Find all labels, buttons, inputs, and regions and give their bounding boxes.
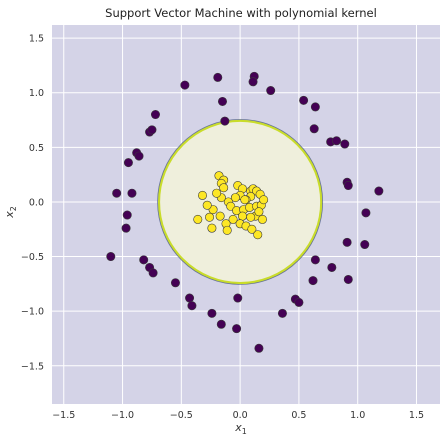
data-point-class-0 [220,116,230,126]
data-point-class-0 [207,308,217,318]
data-point-class-1 [237,211,247,221]
x-tick-label: 1.5 [409,410,424,421]
data-point-class-0 [232,324,242,334]
data-point-class-0 [343,181,353,191]
x-tick-label: −1.0 [111,410,134,421]
data-point-class-0 [106,252,116,262]
data-point-class-1 [246,212,256,222]
data-point-class-0 [342,237,352,247]
data-point-class-1 [240,195,250,205]
decision-region-inner [158,120,322,284]
y-tick-label: −1.0 [21,307,44,318]
data-point-class-1 [253,230,263,240]
y-axis-ticks: −1.5 −1.0 −0.5 0.0 0.5 1.0 1.5 [21,34,44,373]
data-point-class-0 [122,210,132,220]
data-point-class-0 [309,124,319,134]
data-point-class-1 [247,224,257,234]
data-point-class-0 [147,125,157,135]
data-point-class-0 [187,301,197,311]
x-tick-label: 0.5 [291,410,306,421]
data-point-class-0 [170,278,180,288]
data-point-class-0 [360,240,370,250]
x-axis-label-subscript: 1 [242,427,247,436]
y-tick-label: −1.5 [21,361,44,372]
data-point-class-0 [266,86,276,96]
y-axis-label-base: x [3,211,16,219]
y-tick-label: 0.5 [29,143,44,154]
data-point-class-1 [193,214,203,224]
x-tick-label: −1.5 [52,410,75,421]
data-point-class-0 [134,151,144,161]
data-point-class-1 [219,183,229,193]
data-point-class-0 [216,319,226,329]
data-point-class-0 [185,293,195,303]
data-point-class-0 [112,188,122,198]
data-point-class-1 [197,190,207,200]
data-point-class-1 [202,200,212,210]
data-point-class-0 [148,268,158,278]
data-point-class-0 [121,223,131,233]
data-point-class-1 [254,207,264,217]
x-tick-label: −0.5 [170,410,193,421]
data-point-class-0 [374,186,384,196]
plot-area [52,25,440,404]
data-point-class-1 [257,214,267,224]
data-point-class-0 [139,255,149,265]
decision-boundary-outline [157,119,324,285]
data-point-class-1 [207,223,217,233]
data-point-class-1 [259,195,269,205]
data-point-class-0 [180,80,190,90]
data-point-class-0 [277,308,287,318]
data-points [106,71,384,353]
y-tick-label: 1.0 [29,88,44,99]
data-point-class-0 [361,208,371,218]
data-point-class-0 [332,136,342,146]
data-point-class-0 [150,110,160,120]
data-point-class-1 [222,225,232,235]
data-point-class-0 [254,343,264,353]
data-point-class-1 [212,188,222,198]
data-point-class-0 [233,293,243,303]
y-axis-label: x2 [3,206,18,219]
data-point-class-0 [248,77,258,87]
data-point-class-0 [308,276,318,286]
chart-title: Support Vector Machine with polynomial k… [105,6,377,20]
y-tick-label: 1.5 [29,34,44,45]
data-point-class-1 [205,212,215,222]
data-point-class-0 [310,255,320,265]
data-point-class-0 [217,96,227,106]
data-point-class-1 [215,211,225,221]
data-point-class-0 [213,72,223,82]
x-axis-ticks: −1.5 −1.0 −0.5 0.0 0.5 1.0 1.5 [52,410,424,421]
x-axis-label-base: x [234,421,242,434]
data-point-class-0 [340,139,350,149]
decision-boundary [157,119,323,285]
x-tick-label: 0.0 [233,410,248,421]
y-tick-label: 0.0 [29,197,44,208]
data-point-class-0 [343,274,353,284]
y-axis-label-subscript: 2 [9,206,18,211]
x-axis-label: x1 [234,421,247,436]
data-point-class-1 [230,193,240,203]
data-point-class-0 [127,188,137,198]
data-point-class-0 [327,262,337,272]
data-point-class-0 [294,297,304,307]
data-point-class-1 [228,214,238,224]
data-point-class-0 [123,158,133,168]
y-tick-label: −0.5 [21,252,44,263]
data-point-class-0 [310,102,320,112]
data-point-class-0 [299,95,309,105]
x-tick-label: 1.0 [350,410,365,421]
